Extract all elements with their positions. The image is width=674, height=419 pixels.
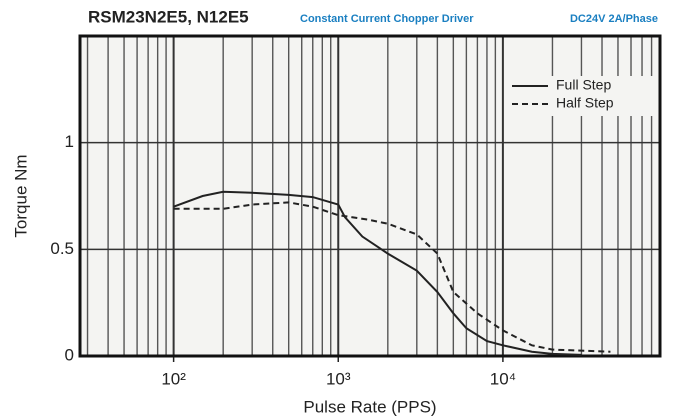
- y-tick-label: 1: [65, 132, 74, 151]
- x-tick-label: 10⁴: [490, 369, 516, 388]
- legend-label: Half Step: [556, 95, 614, 111]
- legend-box: [505, 76, 655, 116]
- series-line: [173, 190, 582, 356]
- y-axis-label: Torque Nm: [11, 154, 30, 237]
- y-tick-label: 0.5: [50, 239, 74, 258]
- legend-label: Full Step: [556, 77, 611, 93]
- chart-title: RSM23N2E5, N12E5: [88, 7, 249, 26]
- x-axis-label: Pulse Rate (PPS): [303, 397, 436, 416]
- y-tick-label: 0: [65, 345, 74, 364]
- plot-frame: [78, 34, 662, 358]
- series-line: [173, 201, 611, 353]
- x-tick-label: 10³: [326, 369, 351, 388]
- x-tick-label: 10²: [161, 369, 186, 388]
- annotation: DC24V 2A/Phase: [570, 13, 658, 25]
- chart-subtitle: Constant Current Chopper Driver: [300, 13, 474, 25]
